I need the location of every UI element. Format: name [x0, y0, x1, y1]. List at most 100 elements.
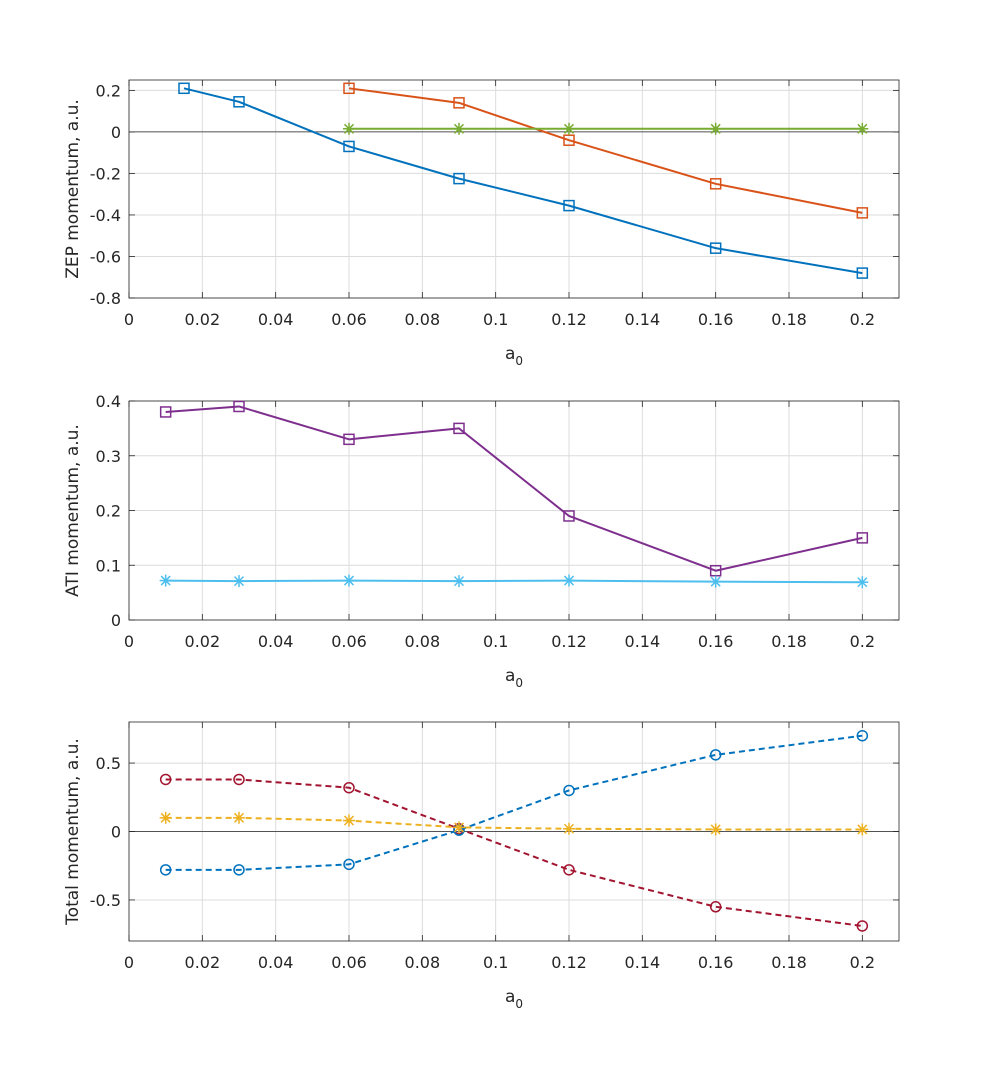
- series-cyan-stars: [159, 574, 869, 589]
- y-tick-label: 0: [111, 611, 121, 630]
- star-stroke: [343, 815, 355, 826]
- x-tick-label: 0.18: [771, 632, 807, 651]
- data-point-circle: [233, 773, 245, 786]
- series-blue-circles: [159, 729, 869, 876]
- y-tick-label: -0.8: [90, 289, 121, 308]
- data-point-circle: [343, 858, 355, 871]
- y-tick-label: -0.5: [90, 891, 121, 910]
- y-tick-label: 0.3: [96, 447, 121, 466]
- data-point-circle: [563, 864, 575, 876]
- chart-1: 0 0.02 0.04 0.06 0.08 0.1 0.12 0.14 0.16 0.18 0.2 -…: [63, 79, 900, 368]
- y-tick-label: -0.6: [90, 247, 121, 266]
- series-line: [165, 405, 863, 572]
- data-point-star: [856, 576, 869, 589]
- data-point-star: [709, 823, 722, 836]
- data-point-circle: [159, 864, 172, 876]
- data-point-square: [159, 406, 172, 418]
- data-point-square: [233, 400, 245, 413]
- x-tick-label: 0.02: [185, 953, 221, 972]
- y-tick-label: 0: [111, 823, 121, 842]
- x-tick-label: 0.12: [551, 953, 587, 972]
- x-tick-label: 0.06: [331, 310, 367, 329]
- x-tick-label: 0.08: [405, 632, 441, 651]
- data-point-square: [453, 172, 465, 185]
- star-stroke: [343, 575, 355, 586]
- data-point-star: [563, 822, 575, 835]
- data-point-square: [856, 532, 869, 544]
- star-stroke: [160, 812, 171, 823]
- star-stroke: [857, 123, 868, 134]
- star-stroke: [857, 824, 868, 835]
- star-stroke: [710, 576, 721, 587]
- data-point-circle: [709, 901, 722, 913]
- x-tick-label: 0.06: [331, 953, 367, 972]
- x-tick-label: 0.14: [625, 632, 661, 651]
- data-point-star: [343, 122, 355, 135]
- star-stroke: [710, 824, 721, 835]
- x-tick-label: 0.16: [698, 632, 734, 651]
- data-point-square: [178, 82, 190, 95]
- data-point-circle: [159, 773, 172, 786]
- data-point-square: [453, 97, 465, 109]
- series-yellow-stars: [159, 811, 869, 836]
- axes-box: [128, 79, 900, 299]
- data-point-circle: [709, 749, 722, 761]
- star-stroke: [233, 576, 245, 587]
- y-tick-label: -0.2: [90, 164, 121, 183]
- series-line: [165, 816, 863, 831]
- data-point-square: [563, 510, 575, 522]
- data-point-star: [453, 575, 465, 588]
- x-tick-label: 0.08: [405, 953, 441, 972]
- series-orange-squares: [343, 82, 869, 219]
- data-point-star: [856, 122, 869, 135]
- y-axis-label: ATI momentum, a.u.: [63, 424, 83, 597]
- x-tick-label: 0.14: [625, 953, 661, 972]
- x-tick-label: 0.06: [331, 632, 367, 651]
- x-tick-label: 0.18: [771, 310, 807, 329]
- data-point-star: [453, 821, 465, 834]
- data-point-circle: [233, 864, 245, 876]
- star-stroke: [453, 822, 465, 833]
- data-point-star: [343, 574, 355, 587]
- data-point-star: [233, 811, 245, 824]
- x-axis-label: a0: [505, 344, 523, 368]
- x-tick-label: 0: [124, 310, 134, 329]
- y-tick-label: -0.4: [90, 206, 121, 225]
- y-tick-label: 0: [111, 123, 121, 142]
- star-stroke: [563, 823, 575, 834]
- data-point-square: [453, 422, 465, 435]
- series-line: [165, 579, 863, 584]
- data-point-square: [709, 242, 722, 254]
- y-tick-label: 0.2: [96, 81, 121, 100]
- star-stroke: [160, 575, 171, 586]
- x-axis-label-subscript: 0: [515, 354, 523, 368]
- y-axis-label: Total momentum, a.u.: [63, 738, 83, 926]
- data-point-square: [563, 134, 575, 146]
- x-tick-label: 0.2: [850, 953, 875, 972]
- y-tick-label: 0.4: [96, 392, 121, 411]
- y-tick-label: 0.1: [96, 556, 121, 575]
- x-tick-label: 0.08: [405, 310, 441, 329]
- data-point-square: [233, 96, 245, 108]
- data-point-star: [343, 814, 355, 827]
- series-purple-squares: [159, 400, 869, 577]
- data-point-circle: [856, 920, 869, 932]
- data-point-square: [709, 178, 722, 190]
- x-tick-label: 0.02: [185, 310, 221, 329]
- data-point-square: [563, 199, 575, 212]
- x-tick-label: 0.12: [551, 310, 587, 329]
- x-tick-label: 0: [124, 632, 134, 651]
- data-point-star: [563, 122, 575, 135]
- y-axis-label: ZEP momentum, a.u.: [63, 99, 83, 279]
- series-line: [348, 87, 863, 214]
- x-tick-label: 0.2: [850, 632, 875, 651]
- y-tick-label: 0.2: [96, 502, 121, 521]
- chart-3: 0 0.02 0.04 0.06 0.08 0.1 0.12 0.14 0.16 0.18 0.2 -…: [63, 721, 900, 1011]
- x-tick-label: 0.16: [698, 310, 734, 329]
- series-dark-red-circles: [159, 773, 869, 932]
- data-point-circle: [563, 784, 575, 797]
- data-point-square: [856, 267, 869, 279]
- data-point-star: [709, 122, 722, 135]
- x-axis-label: a0: [505, 666, 523, 690]
- x-tick-label: 0.1: [483, 632, 508, 651]
